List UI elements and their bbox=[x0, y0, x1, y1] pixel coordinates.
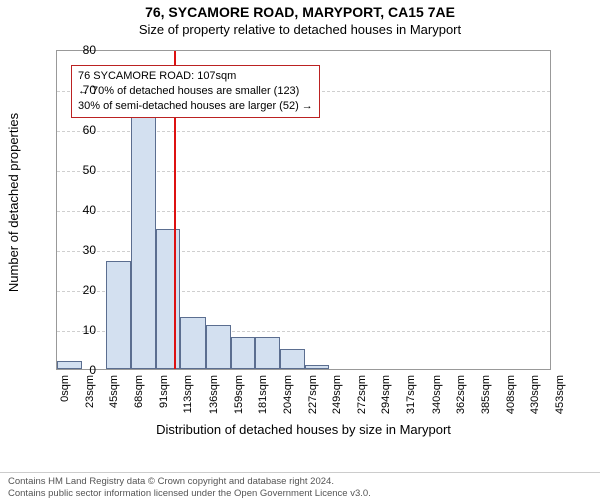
y-axis-label: Number of detached properties bbox=[6, 23, 21, 202]
footer-line-1: Contains HM Land Registry data © Crown c… bbox=[8, 476, 592, 488]
histogram-bar bbox=[255, 337, 280, 369]
y-tick-label: 70 bbox=[56, 83, 96, 97]
histogram-bar bbox=[206, 325, 231, 369]
y-tick-label: 20 bbox=[56, 283, 96, 297]
y-tick-label: 50 bbox=[56, 163, 96, 177]
y-tick-label: 80 bbox=[56, 43, 96, 57]
histogram-bar bbox=[280, 349, 305, 369]
histogram-bar bbox=[180, 317, 205, 369]
x-tick-label: 362sqm bbox=[455, 375, 467, 414]
x-tick-label: 408sqm bbox=[505, 375, 517, 414]
page-title: 76, SYCAMORE ROAD, MARYPORT, CA15 7AE bbox=[0, 4, 600, 20]
plot-border: 0sqm23sqm45sqm68sqm91sqm113sqm136sqm159s… bbox=[56, 50, 551, 370]
x-tick-label: 0sqm bbox=[59, 375, 71, 402]
x-tick-label: 68sqm bbox=[133, 375, 145, 408]
plot-area: 0sqm23sqm45sqm68sqm91sqm113sqm136sqm159s… bbox=[56, 50, 551, 370]
x-tick-label: 204sqm bbox=[282, 375, 294, 414]
annotation-line: 30% of semi-detached houses are larger (… bbox=[78, 99, 313, 114]
x-tick-label: 113sqm bbox=[182, 375, 194, 413]
histogram-bar bbox=[131, 117, 156, 369]
histogram-bar bbox=[106, 261, 131, 369]
chart-root: { "header": { "title": "76, SYCAMORE ROA… bbox=[0, 4, 600, 500]
x-tick-label: 249sqm bbox=[331, 375, 343, 414]
footer-line-2: Contains public sector information licen… bbox=[8, 488, 592, 500]
histogram-bar bbox=[156, 229, 180, 369]
x-tick-label: 23sqm bbox=[84, 375, 96, 408]
histogram-bar bbox=[305, 365, 329, 369]
x-tick-label: 272sqm bbox=[356, 375, 368, 414]
page-subtitle: Size of property relative to detached ho… bbox=[0, 22, 600, 37]
x-tick-label: 91sqm bbox=[158, 375, 170, 408]
footer: Contains HM Land Registry data © Crown c… bbox=[0, 472, 600, 500]
x-tick-label: 385sqm bbox=[480, 375, 492, 414]
x-tick-label: 294sqm bbox=[380, 375, 392, 414]
y-tick-label: 0 bbox=[56, 363, 96, 377]
x-tick-label: 227sqm bbox=[307, 375, 319, 414]
y-tick-label: 10 bbox=[56, 323, 96, 337]
x-tick-label: 181sqm bbox=[257, 375, 269, 414]
y-tick-label: 60 bbox=[56, 123, 96, 137]
annotation-line: ← 70% of detached houses are smaller (12… bbox=[78, 84, 313, 99]
annotation-box: 76 SYCAMORE ROAD: 107sqm← 70% of detache… bbox=[71, 65, 320, 118]
x-tick-label: 159sqm bbox=[233, 375, 245, 414]
x-tick-label: 317sqm bbox=[405, 375, 417, 414]
x-tick-label: 430sqm bbox=[529, 375, 541, 414]
x-tick-label: 340sqm bbox=[431, 375, 443, 414]
x-tick-label: 136sqm bbox=[208, 375, 220, 414]
y-tick-label: 30 bbox=[56, 243, 96, 257]
x-tick-label: 45sqm bbox=[108, 375, 120, 408]
x-tick-label: 453sqm bbox=[554, 375, 566, 414]
x-axis-label: Distribution of detached houses by size … bbox=[56, 422, 551, 437]
annotation-line: 76 SYCAMORE ROAD: 107sqm bbox=[78, 69, 313, 84]
histogram-bar bbox=[231, 337, 255, 369]
y-tick-label: 40 bbox=[56, 203, 96, 217]
